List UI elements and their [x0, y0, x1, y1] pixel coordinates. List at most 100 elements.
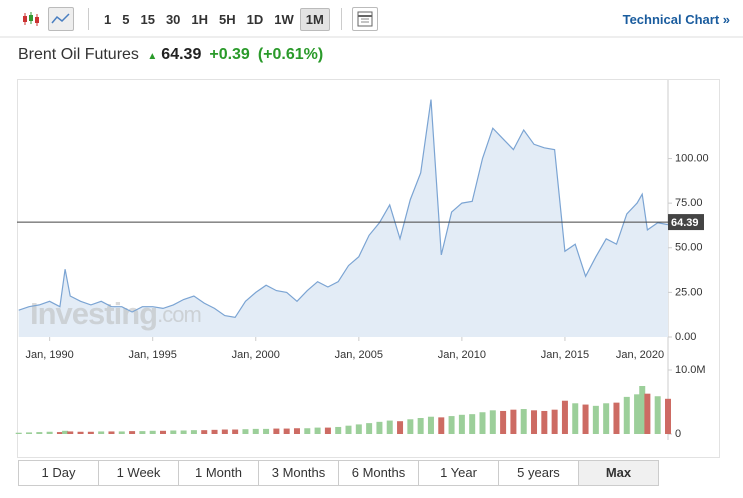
volume-bar: [639, 386, 646, 434]
x-tick-label: Jan, 2010: [438, 349, 486, 361]
table-icon[interactable]: [351, 7, 378, 31]
volume-bar: [211, 429, 218, 434]
volume-bar: [665, 398, 671, 434]
volume-bar: [160, 430, 167, 434]
interval-button[interactable]: 30: [165, 11, 181, 27]
volume-bar: [242, 429, 249, 434]
volume-bar: [603, 403, 610, 434]
volume-bar: [221, 429, 228, 434]
volume-bar: [324, 427, 331, 434]
volume-bar: [232, 429, 239, 434]
y-tick-label: 50.00: [675, 242, 703, 254]
volume-bar: [417, 418, 424, 434]
volume-bar: [335, 426, 342, 434]
volume-bar: [623, 396, 630, 434]
range-tab[interactable]: 1 Day: [19, 461, 99, 485]
volume-bar: [551, 409, 558, 434]
volume-bar: [118, 431, 125, 434]
range-tab[interactable]: 1 Year: [419, 461, 499, 485]
volume-bar: [149, 430, 156, 434]
volume-bar: [87, 431, 94, 434]
volume-bar: [252, 428, 259, 434]
watermark-brand: Investing: [30, 296, 157, 331]
interval-button[interactable]: 15: [140, 11, 155, 27]
range-tab[interactable]: 1 Month: [179, 461, 259, 485]
volume-bar: [170, 430, 177, 434]
x-tick-label: Jan, 2005: [335, 349, 383, 361]
technical-chart-link[interactable]: Technical Chart »: [622, 11, 730, 27]
interval-button[interactable]: 5: [122, 11, 130, 27]
separator: [340, 8, 342, 30]
interval-button[interactable]: 5H: [219, 11, 236, 27]
volume-bar: [67, 431, 74, 434]
volume-bar: [263, 428, 270, 434]
range-tab[interactable]: 5 years: [499, 461, 579, 485]
volume-bar: [500, 410, 507, 434]
line-icon[interactable]: [48, 7, 74, 31]
volume-bar: [407, 419, 414, 434]
volume-bar: [345, 425, 352, 434]
volume-bar: [129, 431, 136, 434]
volume-bar: [56, 432, 63, 434]
volume-bar: [26, 432, 33, 434]
quote-header: Brent Oil Futures ▲ 64.39 +0.39 (+0.61%): [18, 46, 323, 64]
volume-bar: [36, 432, 43, 434]
volume-bar: [273, 428, 280, 434]
range-tab[interactable]: Max: [579, 461, 658, 485]
interval-button[interactable]: 1D: [246, 11, 264, 27]
volume-bar: [397, 421, 404, 434]
volume-bar: [489, 410, 496, 434]
x-tick-label: Jan, 1990: [25, 349, 73, 361]
range-tab[interactable]: 6 Months: [339, 461, 419, 485]
volume-bar: [592, 405, 599, 434]
volume-bar: [304, 428, 311, 434]
volume-bar: [366, 423, 373, 434]
volume-bar: [510, 409, 517, 434]
range-tab[interactable]: 1 Week: [99, 461, 179, 485]
volume-bar: [98, 431, 105, 434]
volume-bar: [427, 416, 434, 434]
last-price-badge: [668, 214, 704, 231]
volume-tick-label: 10.0M: [675, 364, 706, 376]
volume-tick-label: 0: [675, 428, 681, 440]
volume-bar: [479, 412, 486, 434]
volume-bar: [201, 430, 208, 434]
instrument-name: Brent Oil Futures: [18, 46, 139, 63]
interval-button[interactable]: 1: [104, 11, 112, 27]
y-tick-label: 100.00: [675, 152, 709, 164]
volume-bar: [654, 396, 661, 434]
x-tick-label: Jan, 2015: [541, 349, 589, 361]
volume-bar: [46, 431, 53, 434]
y-tick-label: 25.00: [675, 286, 703, 298]
volume-bar: [355, 424, 362, 434]
volume-bar: [314, 427, 321, 434]
interval-button[interactable]: 1M: [299, 7, 330, 31]
volume-bar: [644, 393, 651, 434]
interval-button[interactable]: 1W: [274, 11, 294, 27]
up-arrow: ▲: [147, 51, 158, 62]
last-price-label: 64.39: [671, 217, 699, 229]
watermark: Investing.com: [30, 296, 201, 331]
volume-bar: [438, 417, 445, 434]
volume-bar: [541, 410, 548, 434]
volume-bar: [190, 430, 197, 434]
watermark-suffix: .com: [157, 302, 201, 327]
y-tick-label: 0.00: [675, 331, 696, 343]
price-line: [18, 99, 669, 319]
range-tab[interactable]: 3 Months: [259, 461, 339, 485]
volume-bar: [572, 403, 579, 434]
change-percent: (+0.61%): [257, 46, 324, 63]
volume-bar: [62, 430, 69, 434]
x-tick-label: Jan, 1995: [129, 349, 177, 361]
candle-icon[interactable]: [18, 7, 44, 31]
volume-bar: [458, 414, 465, 434]
interval-button[interactable]: 1H: [191, 11, 209, 27]
price: 64.39: [161, 46, 202, 63]
volume-bar: [561, 400, 568, 434]
volume-bar: [613, 402, 620, 434]
volume-bar: [180, 430, 187, 434]
volume-bar: [77, 431, 84, 434]
volume-bar: [108, 431, 115, 434]
volume-bar: [139, 431, 146, 434]
